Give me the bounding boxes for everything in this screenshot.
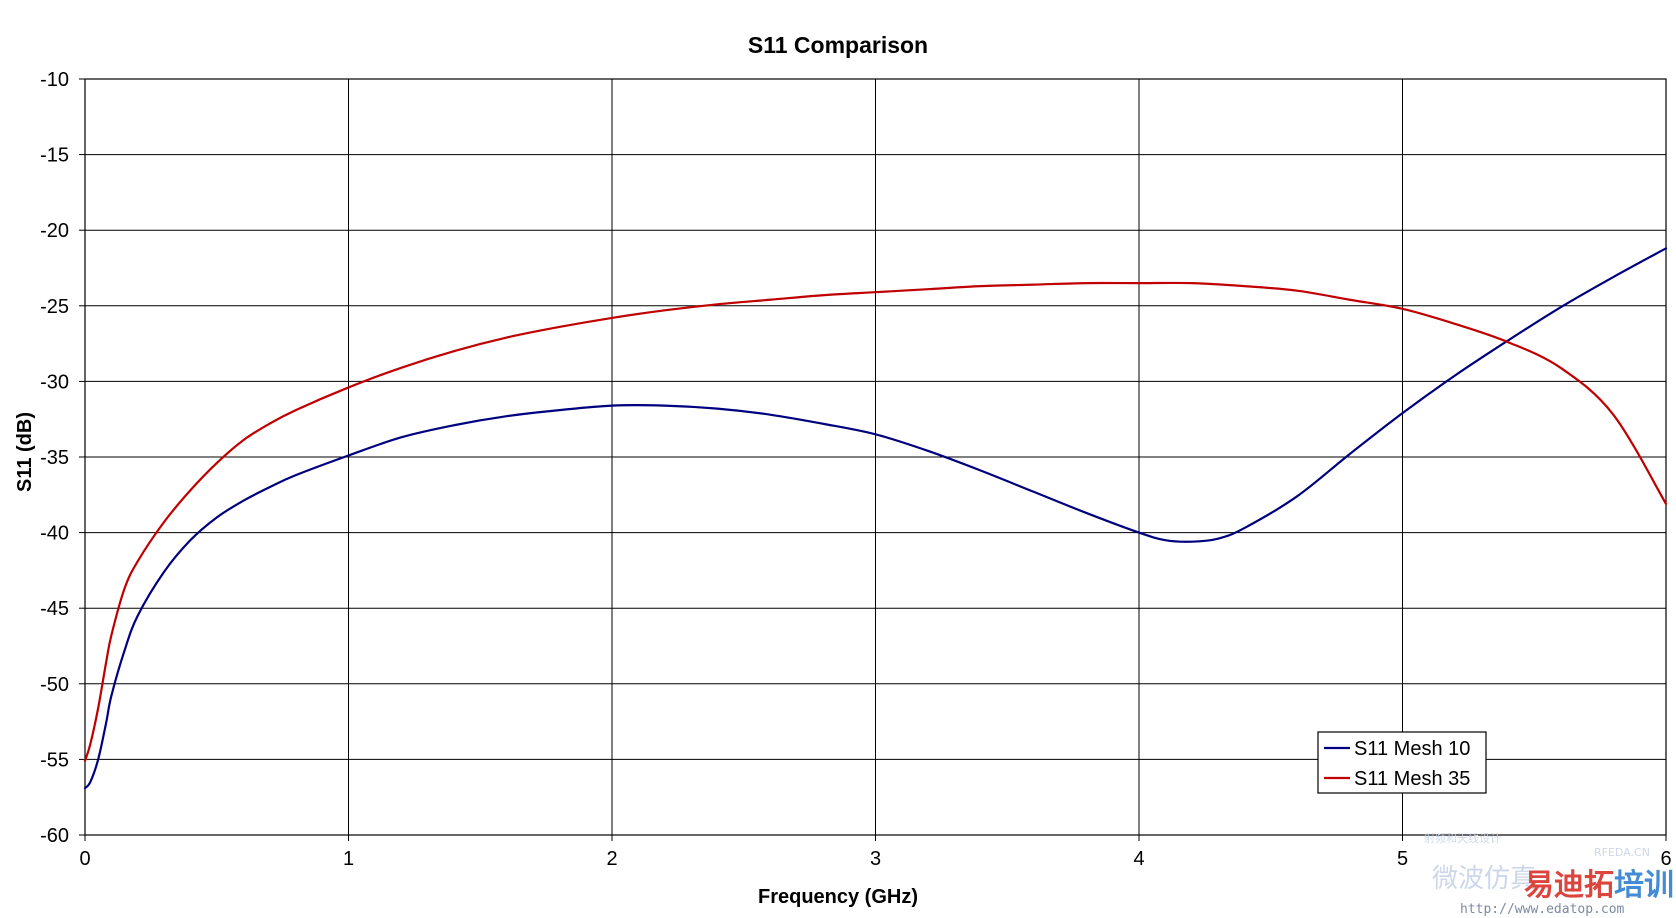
series-line-mesh-35 (83, 281, 1668, 763)
legend-label-mesh-35: S11 Mesh 35 (1354, 768, 1470, 790)
y-tick-label: -30 (40, 371, 69, 393)
y-tick-label: -45 (40, 598, 69, 620)
x-tick-label: 2 (606, 848, 617, 870)
watermark-site-text: RFEDA.CN (1594, 846, 1650, 859)
y-tick-label: -40 (40, 523, 69, 545)
y-axis-label: S11 (dB) (14, 412, 36, 492)
y-tick-label: -55 (40, 749, 69, 771)
watermark-cn-light: 微波仿真 (1432, 864, 1536, 894)
series-lines (83, 247, 1668, 790)
x-axis-label: Frequency (GHz) (758, 886, 918, 908)
tick-labels: -10 -15 -20 -25 -30 -35 -40 -45 -50 -55 -60 0 1 2 3 4 5 6 (40, 69, 1671, 870)
y-tick-label: -10 (40, 69, 69, 91)
x-tick-label: 0 (79, 848, 90, 870)
series-line-mesh-10 (83, 247, 1668, 790)
y-tick-label: -25 (40, 296, 69, 318)
y-tick-label: -50 (40, 674, 69, 696)
y-tick-label: -35 (40, 447, 69, 469)
chart-title: S11 Comparison (748, 32, 928, 58)
grid (79, 78, 1667, 841)
x-tick-label: 5 (1397, 848, 1408, 870)
legend-label-mesh-10: S11 Mesh 10 (1354, 738, 1470, 760)
y-tick-label: -15 (40, 145, 69, 167)
watermark-cn-blue: 培训 (1614, 868, 1674, 903)
legend-box (1317, 731, 1487, 794)
watermark: 射频和天线设计 RFEDA.CN 微波仿真 易迪拓 培训 http://www.… (1424, 831, 1674, 917)
watermark-url: http://www.edatop.com (1460, 902, 1625, 917)
x-tick-label: 1 (343, 848, 354, 870)
x-tick-label: 4 (1133, 848, 1144, 870)
watermark-small-text: 射频和天线设计 (1424, 831, 1501, 845)
x-tick-label: 3 (870, 848, 881, 870)
y-tick-label: -60 (40, 825, 69, 847)
x-tick-label: 6 (1660, 848, 1671, 870)
watermark-cn-red: 易迪拓 (1524, 868, 1614, 903)
legend: S11 Mesh 10 S11 Mesh 35 (1317, 731, 1487, 794)
y-tick-label: -20 (40, 220, 69, 242)
